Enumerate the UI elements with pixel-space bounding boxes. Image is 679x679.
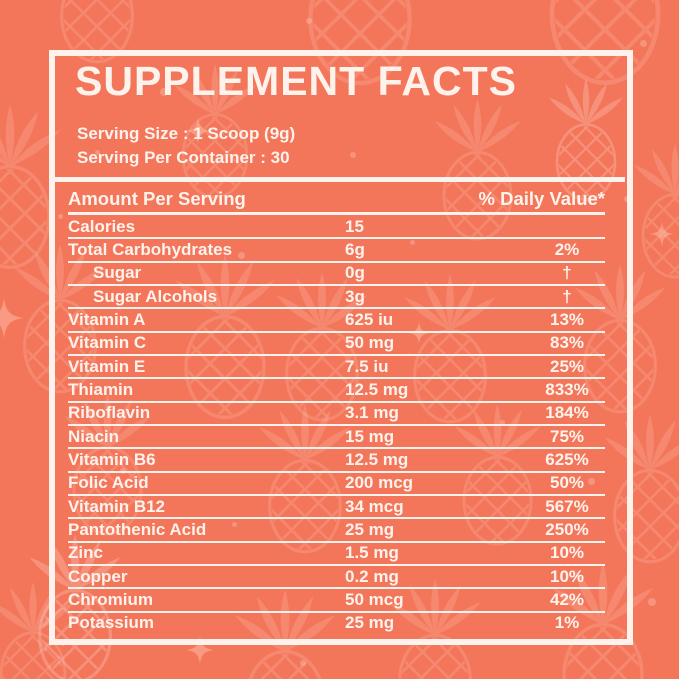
row-daily-value: 25%: [549, 356, 585, 376]
serving-info: Serving Size : 1 Scoop (9g) Serving Per …: [77, 122, 295, 170]
column-header-amount: Amount Per Serving: [68, 187, 246, 209]
table-row: Total Carbohydrates 6g 2%: [55, 238, 627, 264]
dot-decoration: [648, 598, 656, 606]
row-amount: 12.5 mg: [345, 449, 409, 469]
row-amount: 0.2 mg: [345, 566, 399, 586]
table-row: Chromium 50 mcg 42%: [55, 588, 627, 613]
row-amount: 200 mcg: [345, 473, 414, 493]
row-daily-value: 250%: [545, 519, 589, 539]
dot-decoration: [306, 18, 312, 24]
table-row: Folic Acid 200 mcg 50%: [55, 472, 627, 497]
sparkle-icon: [650, 222, 674, 246]
row-amount: 34 mcg: [345, 496, 404, 516]
servings-per-container: Serving Per Container : 30: [77, 148, 290, 167]
row-daily-value: 50%: [549, 473, 585, 493]
page-title: SUPPLEMENT FACTS: [75, 58, 517, 104]
row-daily-value: 42%: [549, 589, 585, 609]
row-label: Copper: [68, 566, 128, 586]
row-amount: 50 mg: [345, 333, 395, 353]
sparkle-icon: [0, 298, 24, 338]
table-row: Thiamin 12.5 mg 833%: [55, 378, 627, 403]
row-amount: 25 mg: [345, 613, 395, 633]
table-row: Vitamin C 50 mg 83%: [55, 332, 627, 357]
row-amount: 3.1 mg: [345, 403, 399, 423]
row-label: Vitamin B12: [68, 496, 166, 516]
table-row: Pantothenic Acid 25 mg 250%: [55, 518, 627, 543]
table-row: Zinc 1.5 mg 10%: [55, 542, 627, 567]
row-daily-value: 83%: [549, 333, 585, 353]
row-daily-value: 75%: [549, 426, 585, 446]
row-daily-value: 13%: [549, 309, 585, 329]
table-row: Riboflavin 3.1 mg 184%: [55, 402, 627, 427]
row-amount: 25 mg: [345, 519, 395, 539]
table-row: Potassium 25 mg 1%: [55, 612, 627, 635]
row-amount: 15 mg: [345, 426, 395, 446]
table-row: Sugar 0g †: [55, 262, 627, 287]
row-label: Vitamin A: [68, 309, 146, 329]
row-daily-value: 833%: [545, 379, 589, 399]
table-row: Vitamin E 7.5 iu 25%: [55, 355, 627, 380]
row-daily-value: †: [562, 263, 572, 283]
row-label: Thiamin: [68, 379, 134, 399]
row-amount: 50 mcg: [345, 589, 404, 609]
row-daily-value: 1%: [554, 613, 580, 633]
table-header-row: Amount Per Serving % Daily Value*: [55, 182, 627, 215]
row-amount: 625 iu: [345, 309, 394, 329]
row-label: Sugar: [93, 263, 142, 283]
row-daily-value: †: [562, 286, 572, 306]
table-row: Vitamin B6 12.5 mg 625%: [55, 448, 627, 473]
row-daily-value: 2%: [554, 239, 580, 259]
row-label: Vitamin C: [68, 333, 147, 353]
row-label: Chromium: [68, 589, 153, 609]
label-frame: SUPPLEMENT FACTS Serving Size : 1 Scoop …: [49, 50, 633, 645]
table-row: Sugar Alcohols 3g †: [55, 285, 627, 310]
row-daily-value: 10%: [549, 566, 585, 586]
section-divider: [55, 177, 625, 182]
table-row: Vitamin A 625 iu 13%: [55, 308, 627, 333]
row-label: Pantothenic Acid: [68, 519, 207, 539]
row-label: Niacin: [68, 426, 120, 446]
row-label: Potassium: [68, 613, 154, 633]
row-amount: 0g: [345, 263, 365, 283]
table-row: Copper 0.2 mg 10%: [55, 565, 627, 590]
row-amount: 15: [345, 216, 364, 236]
dot-decoration: [640, 40, 647, 47]
serving-size: Serving Size : 1 Scoop (9g): [77, 124, 296, 143]
row-daily-value: 625%: [545, 449, 589, 469]
row-label: Zinc: [68, 543, 103, 563]
row-label: Folic Acid: [68, 473, 149, 493]
row-label: Riboflavin: [68, 403, 151, 423]
table-row: Vitamin B12 34 mcg 567%: [55, 495, 627, 520]
table-row: Calories 15: [55, 215, 627, 240]
row-amount: 12.5 mg: [345, 379, 409, 399]
row-amount: 7.5 iu: [345, 356, 389, 376]
pineapple-icon: [630, 140, 679, 281]
row-label: Sugar Alcohols: [93, 286, 218, 306]
row-label: Total Carbohydrates: [68, 239, 233, 259]
row-label: Vitamin B6: [68, 449, 156, 469]
row-amount: 6g: [345, 239, 365, 259]
row-daily-value: 10%: [549, 543, 585, 563]
row-daily-value: 184%: [545, 403, 589, 423]
facts-table: Amount Per Serving % Daily Value* Calori…: [55, 182, 627, 635]
row-label: Calories: [68, 216, 136, 236]
row-daily-value: 567%: [545, 496, 589, 516]
row-label: Vitamin E: [68, 356, 146, 376]
table-row: Niacin 15 mg 75%: [55, 425, 627, 450]
column-header-daily-value: % Daily Value*: [478, 187, 605, 209]
dot-decoration: [300, 660, 306, 666]
row-amount: 1.5 mg: [345, 543, 399, 563]
row-amount: 3g: [345, 286, 365, 306]
